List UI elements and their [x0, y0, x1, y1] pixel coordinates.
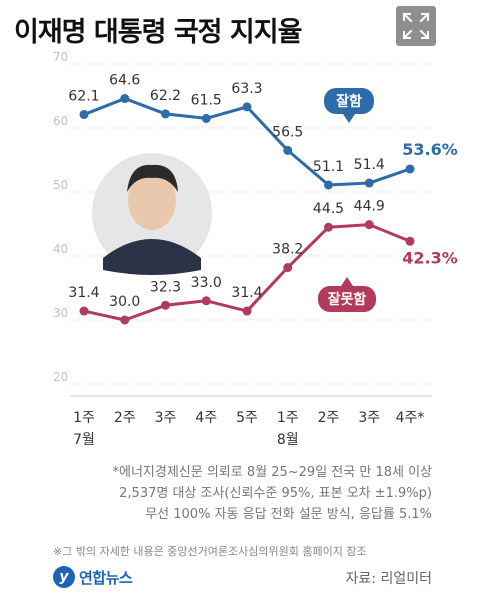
approve-data-label: 51.4 [354, 157, 385, 173]
disapprove-point [324, 222, 333, 232]
x-tick-label: 3주 [155, 410, 177, 426]
approve-data-label: 64.6 [109, 73, 140, 89]
legend-disapprove-bubble [318, 286, 376, 312]
x-tick-label: 2주 [318, 410, 340, 426]
y-tick-label: 20 [53, 370, 68, 384]
approve-point [324, 180, 333, 190]
expand-button[interactable] [396, 6, 436, 46]
x-tick-label-month: 7월 [73, 432, 95, 448]
y-tick-label: 40 [53, 242, 68, 256]
disapprove-data-label: 44.5 [313, 201, 344, 217]
disapprove-point [79, 306, 89, 316]
survey-note-line: 2,537명 대상 조사(신뢰수준 95%, 표본 오차 ±1.9%p) [119, 486, 432, 501]
approve-point [201, 113, 211, 123]
disapprove-data-label: 38.2 [272, 242, 303, 258]
disapprove-point [201, 296, 211, 306]
disapprove-data-label: 33.0 [191, 275, 222, 291]
survey-note-line: *에너지경제신문 의뢰로 8월 25~29일 전국 만 18세 이상 [112, 465, 433, 480]
legend-approve-bubble-tail [343, 114, 355, 123]
legend-disapprove-label: 잘못함 [328, 291, 367, 308]
legend-approve-bubble [324, 88, 374, 114]
survey-notes: *에너지경제신문 의뢰로 8월 25~29일 전국 만 18세 이상 2,537… [113, 462, 433, 525]
disapprove-data-label: 31.4 [231, 285, 262, 301]
disapprove-point [161, 300, 170, 310]
legend-disapprove-bubble-tail [341, 277, 353, 286]
brand-logo-mark: y [53, 566, 75, 588]
approval-line-chart: 70 60 50 40 30 20 1주 7월 2주 3주 4주 5주 1주 8월 2주 3주 4주* 62.1 6… [53, 50, 458, 448]
x-tick-label: 3주 [358, 410, 380, 426]
approve-point [242, 102, 252, 112]
approve-data-label: 51.1 [313, 159, 344, 175]
brand-logo: y 연합뉴스 [53, 566, 133, 588]
disapprove-data-label: 30.0 [109, 294, 140, 310]
approve-data-label: 53.6% [402, 140, 458, 159]
x-tick-label-month: 8월 [277, 432, 299, 448]
source-credit: 자료: 리얼미터 [345, 571, 432, 587]
x-tick-label: 5주 [236, 410, 258, 426]
approve-point [364, 178, 374, 188]
approve-point [79, 110, 89, 120]
approve-data-label: 63.3 [231, 81, 262, 97]
disapprove-point [405, 236, 415, 246]
disapprove-data-label: 44.9 [354, 199, 385, 215]
portrait-hair [127, 164, 178, 192]
brand-name: 연합뉴스 [79, 568, 133, 587]
disapprove-point [242, 306, 252, 316]
disapprove-point [120, 315, 130, 325]
y-tick-label: 60 [53, 114, 68, 128]
approve-point [405, 164, 415, 174]
expand-icon [402, 12, 430, 40]
y-tick-label: 30 [53, 306, 68, 320]
approve-data-label: 62.1 [68, 89, 99, 105]
disapprove-data-label: 31.4 [68, 285, 99, 301]
legend-approve-label: 잘함 [336, 93, 362, 110]
disapprove-point [364, 220, 374, 230]
approve-point [120, 94, 130, 104]
approve-point [283, 145, 293, 155]
approve-data-label: 61.5 [191, 92, 222, 108]
disapprove-data-label: 32.3 [150, 279, 181, 295]
y-tick-label: 50 [53, 178, 68, 192]
x-tick-label: 1주 [73, 410, 95, 426]
survey-note-line: 무선 100% 자동 응답 전화 설문 방식, 응답률 5.1% [145, 507, 432, 522]
x-tick-label: 1주 [277, 410, 299, 426]
portrait-suit [103, 239, 201, 275]
approve-data-label: 62.2 [150, 88, 181, 104]
x-tick-label: 4주* [396, 410, 425, 426]
approve-data-label: 56.5 [272, 124, 303, 140]
footnote: ※그 밖의 자세한 내용은 중앙선거여론조사심의위원회 홈페이지 참조 [53, 545, 367, 558]
x-tick-label: 4주 [195, 410, 217, 426]
approve-point [161, 109, 170, 119]
disapprove-point [283, 263, 293, 273]
portrait-face [128, 170, 176, 230]
x-tick-label: 2주 [114, 410, 136, 426]
disapprove-data-label: 42.3% [402, 248, 458, 267]
page-title: 이재명 대통령 국정 지지율 [14, 17, 302, 48]
y-tick-label: 70 [53, 50, 68, 64]
